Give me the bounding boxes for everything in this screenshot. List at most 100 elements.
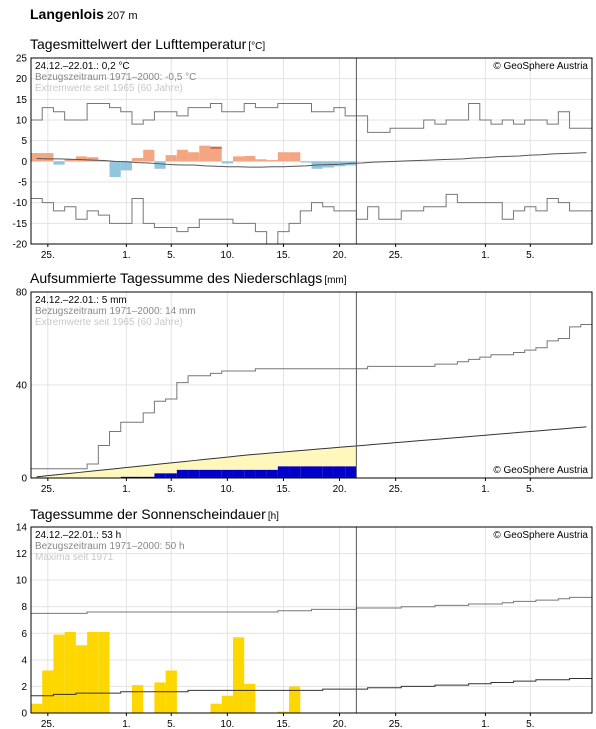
sun-chart-title: Tagessumme der Sonnenscheindauer [h] <box>30 506 279 522</box>
sun-bar <box>98 631 110 713</box>
temp-xtick-label: 1. <box>122 250 130 261</box>
sun-bar <box>221 695 233 713</box>
temp-bar <box>165 155 177 162</box>
sun-xtick-label: 5. <box>167 719 175 729</box>
sun-frame <box>30 526 593 714</box>
station-header: Langenlois 207 m <box>30 6 137 22</box>
temp-plot-area <box>31 58 592 244</box>
precip-xtick-label: 25. <box>389 484 403 495</box>
sun-max-line <box>31 596 592 614</box>
sun-chart: 0 2 4 6 8 10 12 14 25. 1. 5. 10. 15. 20. 25. 1. 5. 24.12.… <box>16 523 593 729</box>
precip-actual-bar <box>154 473 166 478</box>
sun-bar <box>131 685 144 713</box>
sun-normal-line <box>31 677 592 697</box>
precip-title-unit: [mm] <box>324 275 347 286</box>
precip-chart: 0 40 80 25. 1. 5. 10. 15. 20. 25. 1. 5. 24.12.–22.01… <box>16 288 593 495</box>
temp-bar <box>120 161 132 171</box>
temp-bar <box>42 153 54 162</box>
temp-xtick-label: 25. <box>389 250 403 261</box>
precip-info-line: Bezugszeitraum 1971–2000: 14 mm <box>35 306 196 317</box>
sun-bar <box>244 683 256 713</box>
precip-actual-bar <box>210 469 222 478</box>
precip-max-line <box>31 324 592 470</box>
precip-actual-bar <box>143 476 155 478</box>
sun-xtick-label: 1. <box>481 719 489 729</box>
sun-ytick-label: 8 <box>21 602 27 613</box>
temp-bar <box>143 149 155 162</box>
precip-xtick-label: 25. <box>41 484 55 495</box>
temp-bar <box>154 161 166 169</box>
precip-info-line: Extremwerte seit 1965 (60 Jahre) <box>35 317 183 328</box>
temp-bar <box>300 161 312 163</box>
precip-actual-bar <box>165 473 177 478</box>
temp-bar <box>109 161 121 178</box>
temp-title-text: Tagesmittelwert der Lufttemperatur <box>30 36 247 52</box>
sun-info-line: Maxima seit 1971 <box>35 552 114 563</box>
sun-bar <box>75 645 88 713</box>
temp-bar <box>53 161 65 165</box>
temp-ytick-label: -10 <box>13 198 28 209</box>
temp-xtick-label: 25. <box>41 250 55 261</box>
temp-source-label: © GeoSphere Austria <box>493 61 588 72</box>
sun-ytick-label: 12 <box>16 549 28 560</box>
temp-ytick-label: 20 <box>16 74 28 85</box>
temp-bar <box>131 158 144 162</box>
sun-bar <box>53 634 65 713</box>
precip-ytick-label: 40 <box>16 381 28 392</box>
sun-ytick-label: 14 <box>16 523 28 534</box>
sun-source-label: © GeoSphere Austria <box>493 530 588 541</box>
sun-bar <box>31 703 43 713</box>
temp-xtick-label: 5. <box>167 250 175 261</box>
precip-xtick-label: 5. <box>167 484 175 495</box>
precip-chart-title: Aufsummierte Tagessumme des Niederschlag… <box>30 270 347 286</box>
sun-info-line: Bezugszeitraum 1971–2000: 50 h <box>35 541 185 552</box>
precip-actual-bar <box>120 476 132 478</box>
temp-bar <box>210 147 222 162</box>
sun-bar <box>154 682 166 713</box>
station-elevation: 207 m <box>106 10 138 22</box>
precip-title-text: Aufsummierte Tagessumme des Niederschlag… <box>30 270 323 286</box>
sun-ytick-label: 6 <box>21 629 27 640</box>
temp-bar <box>244 155 256 162</box>
temp-info-line: Bezugszeitraum 1971–2000: -0,5 °C <box>35 72 196 83</box>
temp-frame <box>30 57 593 245</box>
temp-bar <box>289 152 301 162</box>
precip-actual-bar <box>300 466 312 478</box>
precip-actual-bar <box>244 469 256 478</box>
precip-actual-bar <box>277 466 290 478</box>
temp-max-line <box>31 102 592 133</box>
precip-info-line: 24.12.–22.01.: 5 mm <box>35 295 127 306</box>
temp-bar <box>64 159 76 162</box>
sun-xtick-label: 1. <box>122 719 130 729</box>
sun-info-line: 24.12.–22.01.: 53 h <box>35 530 121 541</box>
temp-ytick-label: -20 <box>13 240 28 251</box>
precip-ytick-label: 80 <box>16 288 28 299</box>
precip-xtick-label: 20. <box>333 484 347 495</box>
sun-bar <box>289 686 301 713</box>
temp-bar <box>75 156 88 162</box>
sun-ytick-label: 10 <box>16 576 28 587</box>
sun-ytick-label: 0 <box>21 709 27 720</box>
temp-min-line <box>31 193 592 245</box>
temp-ytick-label: 0 <box>21 157 27 168</box>
sun-bar <box>210 703 222 713</box>
precip-ytick-label: 0 <box>21 474 27 485</box>
temp-bar <box>188 152 200 162</box>
temp-xtick-label: 5. <box>526 250 534 261</box>
temp-bar <box>87 157 99 162</box>
temp-title-unit: [°C] <box>248 41 266 52</box>
sun-title-unit: [h] <box>267 511 279 522</box>
sun-bar <box>232 637 245 713</box>
sun-xtick-label: 10. <box>220 719 234 729</box>
precip-normal-line <box>36 426 587 478</box>
temp-xtick-label: 20. <box>333 250 347 261</box>
precip-actual-bar <box>176 469 189 478</box>
sun-xtick-label: 25. <box>389 719 403 729</box>
sun-bar <box>42 670 54 713</box>
precip-actual-bar <box>232 469 245 478</box>
temp-bar <box>255 159 267 162</box>
temp-ytick-label: -5 <box>18 178 27 189</box>
precip-actual-bar <box>345 466 357 478</box>
sun-xtick-label: 5. <box>526 719 534 729</box>
